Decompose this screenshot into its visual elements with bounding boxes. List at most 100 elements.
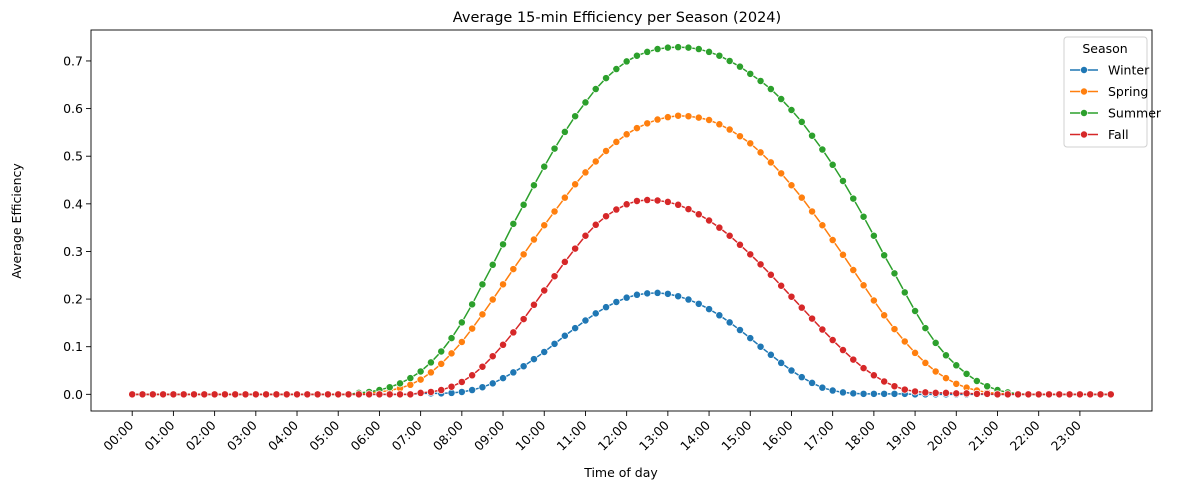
data-point [529, 181, 538, 190]
data-point [1045, 390, 1053, 399]
data-point [478, 310, 487, 319]
data-point [859, 212, 868, 221]
data-point [560, 257, 569, 266]
data-point [818, 145, 827, 154]
data-point [849, 194, 858, 203]
data-point [612, 65, 621, 74]
x-tick-label: 19:00 [883, 417, 919, 453]
data-point [468, 386, 477, 394]
data-point [385, 383, 394, 392]
data-point [911, 387, 920, 396]
data-point [725, 231, 734, 240]
data-point [354, 390, 363, 399]
data-point [581, 316, 590, 325]
data-point [540, 286, 549, 295]
data-point [406, 374, 415, 383]
data-point [262, 390, 271, 399]
data-point [674, 111, 683, 120]
x-tick-label: 00:00 [100, 417, 136, 453]
legend-item-fall: Fall [1070, 127, 1129, 142]
data-point [715, 311, 724, 320]
data-point [705, 305, 714, 314]
data-point [818, 325, 827, 334]
data-point [509, 219, 518, 228]
data-point [643, 196, 652, 204]
data-point [1034, 390, 1043, 399]
data-point [447, 334, 456, 343]
series-summer [128, 43, 1115, 399]
data-point [715, 223, 724, 232]
data-point [890, 389, 899, 398]
data-point [993, 390, 1002, 399]
x-tick-label: 03:00 [224, 417, 260, 453]
data-point [426, 388, 435, 396]
x-tick-label: 01:00 [141, 417, 177, 453]
x-axis: 00:00 01:00 02:00 03:00 04:00 05:00 06:00 07:00… [100, 411, 1084, 454]
data-point [705, 47, 714, 56]
data-point [777, 169, 786, 178]
data-point [643, 47, 652, 56]
data-point [725, 318, 734, 327]
legend-item-spring: Spring [1070, 84, 1148, 99]
data-point [509, 265, 518, 274]
data-point [787, 292, 796, 301]
data-point [313, 390, 322, 399]
data-point [756, 342, 765, 351]
legend-label: Summer [1108, 106, 1162, 121]
x-tick-label: 16:00 [760, 417, 796, 453]
data-point [416, 367, 425, 376]
data-point [839, 177, 847, 185]
x-tick-label: 14:00 [677, 417, 713, 453]
data-point [457, 377, 466, 386]
data-point [612, 205, 621, 214]
data-point [746, 139, 755, 148]
data-point [581, 231, 590, 240]
x-tick-label: 13:00 [636, 417, 672, 453]
data-point [921, 324, 930, 333]
data-point [447, 382, 456, 391]
legend-label: Winter [1108, 63, 1150, 78]
data-point [952, 361, 961, 370]
data-point [499, 340, 507, 349]
legend-marker [1080, 130, 1088, 139]
y-axis: 0.0 0.1 0.2 0.3 0.4 0.5 0.6 0.7 [63, 53, 91, 402]
y-tick-label: 0.4 [63, 196, 83, 211]
data-point [622, 57, 631, 66]
data-point [210, 390, 219, 399]
data-point [529, 235, 538, 244]
data-point [1003, 390, 1012, 399]
data-point [777, 358, 786, 367]
data-point [890, 325, 899, 334]
data-point [900, 337, 909, 346]
data-point [694, 113, 703, 122]
legend-label: Spring [1108, 84, 1148, 99]
data-point [663, 43, 672, 52]
data-point [406, 390, 415, 399]
data-point [633, 51, 641, 60]
data-point [694, 210, 703, 219]
data-point [663, 289, 672, 298]
data-point [653, 115, 662, 124]
data-point [622, 200, 631, 209]
x-tick-label: 12:00 [595, 417, 631, 453]
y-tick-label: 0.3 [63, 244, 83, 259]
data-point [952, 379, 961, 388]
data-point [983, 382, 992, 391]
data-point [1106, 390, 1115, 399]
data-point [880, 389, 889, 398]
x-tick-label: 10:00 [512, 417, 548, 453]
data-point [766, 270, 775, 279]
data-point [787, 366, 796, 375]
data-point [499, 374, 507, 383]
data-point [241, 390, 250, 399]
data-point [468, 371, 477, 380]
x-axis-label: Time of day [583, 465, 658, 480]
data-point [272, 390, 281, 399]
data-point [190, 390, 198, 399]
data-point [550, 339, 559, 348]
data-point [942, 351, 950, 360]
data-point [602, 147, 610, 155]
data-point [519, 200, 528, 209]
data-point [550, 207, 559, 216]
data-point [931, 388, 940, 397]
